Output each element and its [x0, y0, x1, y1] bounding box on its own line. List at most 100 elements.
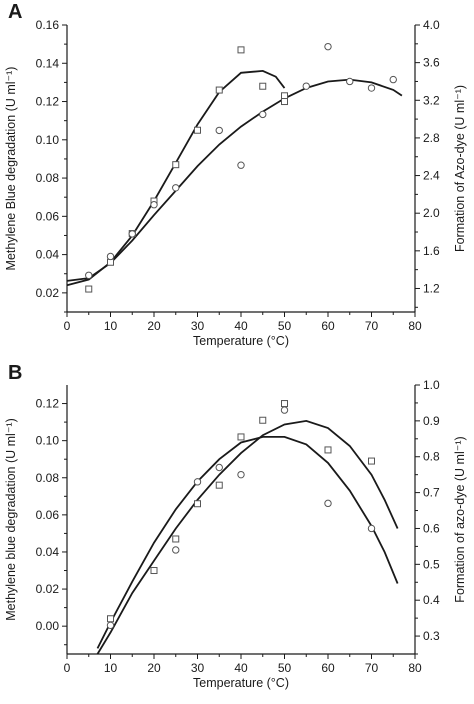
circle-data-point [172, 546, 180, 554]
right-y-tick-label: 0.5 [423, 557, 440, 571]
circle-data-point [106, 252, 115, 261]
square-data-point [107, 615, 114, 623]
left-y-tick-label: 0.00 [36, 619, 60, 633]
x-tick-label: 10 [104, 319, 118, 333]
circle-data-point [106, 621, 115, 630]
circle-data-point [302, 82, 310, 90]
x-tick-label: 50 [278, 319, 292, 333]
square-series-fit-line [66, 69, 286, 287]
left-y-axis-title: Methylene blue degradation (U ml⁻¹) [4, 418, 18, 621]
right-y-tick-label: 3.2 [423, 93, 440, 107]
right-y-tick-label: 2.4 [423, 169, 440, 183]
right-y-tick-label: 1.0 [423, 378, 440, 392]
square-data-point [172, 535, 180, 543]
x-tick-label: 20 [147, 661, 161, 675]
right-y-tick-label: 0.7 [423, 486, 440, 500]
circle-data-point [237, 470, 245, 479]
circle-data-point [389, 75, 397, 84]
square-data-point [324, 446, 332, 454]
x-tick-label: 60 [321, 319, 335, 333]
square-data-point [237, 46, 245, 54]
x-tick-label: 80 [408, 661, 422, 675]
right-y-tick-label: 0.8 [423, 450, 440, 464]
square-data-point [85, 285, 93, 293]
x-tick-label: 0 [64, 661, 71, 675]
square-data-point [281, 92, 288, 100]
x-tick-label: 20 [147, 319, 161, 333]
left-y-tick-label: 0.02 [36, 582, 60, 596]
x-tick-label: 30 [191, 661, 205, 675]
x-tick-label: 50 [278, 661, 292, 675]
left-y-tick-label: 0.06 [36, 508, 60, 522]
circle-data-point [367, 84, 376, 92]
circle-series-fit-line [66, 78, 403, 282]
x-tick-label: 70 [365, 319, 379, 333]
left-y-tick-label: 0.16 [36, 18, 60, 32]
square-data-point [194, 126, 201, 134]
square-data-point [150, 567, 158, 575]
circle-data-point [150, 201, 158, 209]
circle-data-point [172, 184, 180, 192]
left-y-tick-label: 0.02 [36, 286, 60, 300]
square-data-point [281, 98, 288, 106]
right-y-tick-label: 0.6 [423, 521, 440, 535]
square-data-point [194, 500, 201, 508]
square-data-point [172, 161, 180, 169]
left-y-tick-label: 0.12 [36, 397, 60, 411]
square-data-point [215, 481, 223, 489]
right-y-tick-label: 3.6 [423, 56, 440, 70]
left-y-tick-label: 0.06 [36, 209, 60, 223]
circle-series-fit-line [96, 419, 399, 655]
right-y-axis-title: Formation of Azo-dye (U ml⁻¹) [453, 85, 467, 252]
x-tick-label: 0 [64, 319, 71, 333]
right-y-tick-label: 2.8 [423, 131, 440, 145]
right-y-tick-label: 0.3 [423, 629, 440, 643]
right-y-tick-label: 0.9 [423, 414, 440, 428]
circle-data-point [85, 271, 93, 280]
circle-data-point [324, 499, 332, 508]
right-y-tick-label: 4.0 [423, 18, 440, 32]
left-y-tick-label: 0.10 [36, 133, 60, 147]
square-data-point [237, 433, 245, 441]
x-tick-label: 10 [104, 661, 118, 675]
panel-letter: A [8, 1, 22, 23]
circle-data-point [128, 230, 136, 238]
right-y-axis-title: Formation of azo-dye (U ml⁻¹) [453, 436, 467, 602]
x-tick-label: 60 [321, 661, 335, 675]
x-axis-title: Temperature (°C) [193, 676, 289, 690]
square-series-fit-line [96, 435, 399, 649]
square-data-point [259, 416, 267, 424]
left-y-tick-label: 0.14 [36, 56, 60, 70]
circle-data-point [259, 110, 267, 119]
square-data-point [368, 457, 375, 465]
circle-data-point [237, 161, 245, 169]
circle-data-point [280, 406, 289, 414]
circle-data-point [324, 42, 332, 51]
left-y-tick-label: 0.08 [36, 471, 60, 485]
left-y-tick-label: 0.04 [36, 248, 60, 262]
x-tick-label: 40 [234, 319, 248, 333]
circle-data-point [367, 524, 376, 533]
circle-data-point [215, 463, 223, 472]
right-y-tick-label: 0.4 [423, 593, 440, 607]
square-data-point [215, 86, 223, 94]
left-y-tick-label: 0.10 [36, 434, 60, 448]
x-tick-label: 80 [408, 319, 422, 333]
left-y-axis-title: Methylene Blue degradation (U ml⁻¹) [4, 67, 18, 271]
right-y-tick-label: 1.2 [423, 281, 440, 295]
x-tick-label: 30 [191, 319, 205, 333]
x-axis-title: Temperature (°C) [193, 334, 289, 348]
right-y-tick-label: 2.0 [423, 206, 440, 220]
chart-panel-a: A 0 10 20 30 40 50 60 70 80 0.02 0.04 0.06 0.08 0.10 0.… [4, 1, 467, 348]
square-data-point [259, 82, 267, 90]
x-tick-label: 40 [234, 661, 248, 675]
x-tick-label: 70 [365, 661, 379, 675]
chart-panel-b: B 0 10 20 30 40 50 60 70 80 0.00 0.02 0.04 0.06 0.08 0.… [4, 362, 467, 690]
circle-data-point [346, 77, 354, 86]
left-y-tick-label: 0.04 [36, 545, 60, 559]
right-y-tick-label: 1.6 [423, 244, 440, 258]
left-y-tick-label: 0.12 [36, 95, 60, 109]
left-y-tick-label: 0.08 [36, 171, 60, 185]
panel-letter: B [8, 362, 22, 384]
